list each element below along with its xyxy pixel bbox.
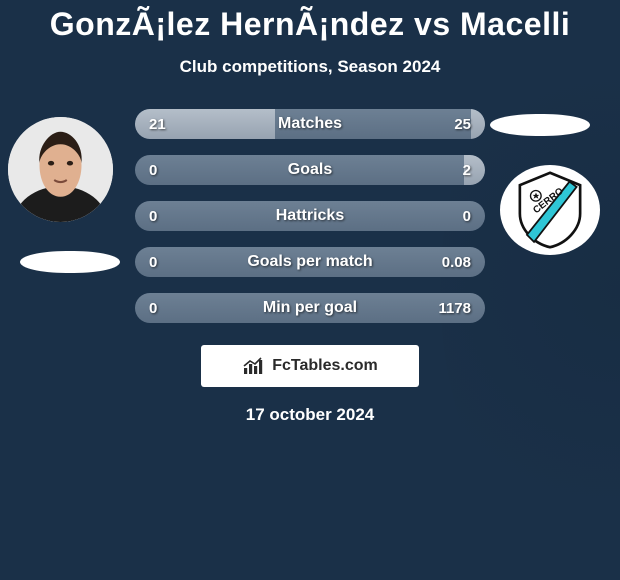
page-title: GonzÃ¡lez HernÃ¡ndez vs Macelli [0,6,620,43]
stat-label: Hattricks [135,201,485,231]
player-right-crest: CERRO [500,165,600,255]
stat-value-right: 1178 [438,293,471,323]
watermark-box: FcTables.com [201,345,419,387]
player-left-flag [20,251,120,273]
stat-label: Min per goal [135,293,485,323]
stat-row-goals-per-match: 0 Goals per match 0.08 [135,247,485,277]
comparison-panel: CERRO 21 Matches 25 0 Goals 2 [0,109,620,425]
stat-row-matches: 21 Matches 25 [135,109,485,139]
stat-fill-right [464,155,485,185]
date-text: 17 october 2024 [0,405,620,425]
stat-value-right: 0 [463,201,471,231]
stat-value-left: 0 [149,293,157,323]
stat-value-left: 0 [149,155,157,185]
player-right-flag [490,114,590,136]
stat-value-left: 0 [149,201,157,231]
subtitle: Club competitions, Season 2024 [0,57,620,77]
cerro-crest-icon: CERRO [514,171,586,249]
stat-bars: 21 Matches 25 0 Goals 2 0 Hattricks 0 [135,109,485,323]
stat-label: Goals per match [135,247,485,277]
player-left-avatar [8,117,113,222]
stat-row-hattricks: 0 Hattricks 0 [135,201,485,231]
stat-row-min-per-goal: 0 Min per goal 1178 [135,293,485,323]
stat-fill-right [471,109,485,139]
watermark-text: FcTables.com [272,357,378,375]
stat-label: Goals [135,155,485,185]
bar-chart-icon [242,356,266,376]
stat-value-left: 0 [149,247,157,277]
player-left-photo-icon [8,117,113,222]
stat-row-goals: 0 Goals 2 [135,155,485,185]
stat-value-right: 0.08 [442,247,471,277]
stat-value-right: 25 [454,109,471,139]
stat-fill-left [135,109,275,139]
